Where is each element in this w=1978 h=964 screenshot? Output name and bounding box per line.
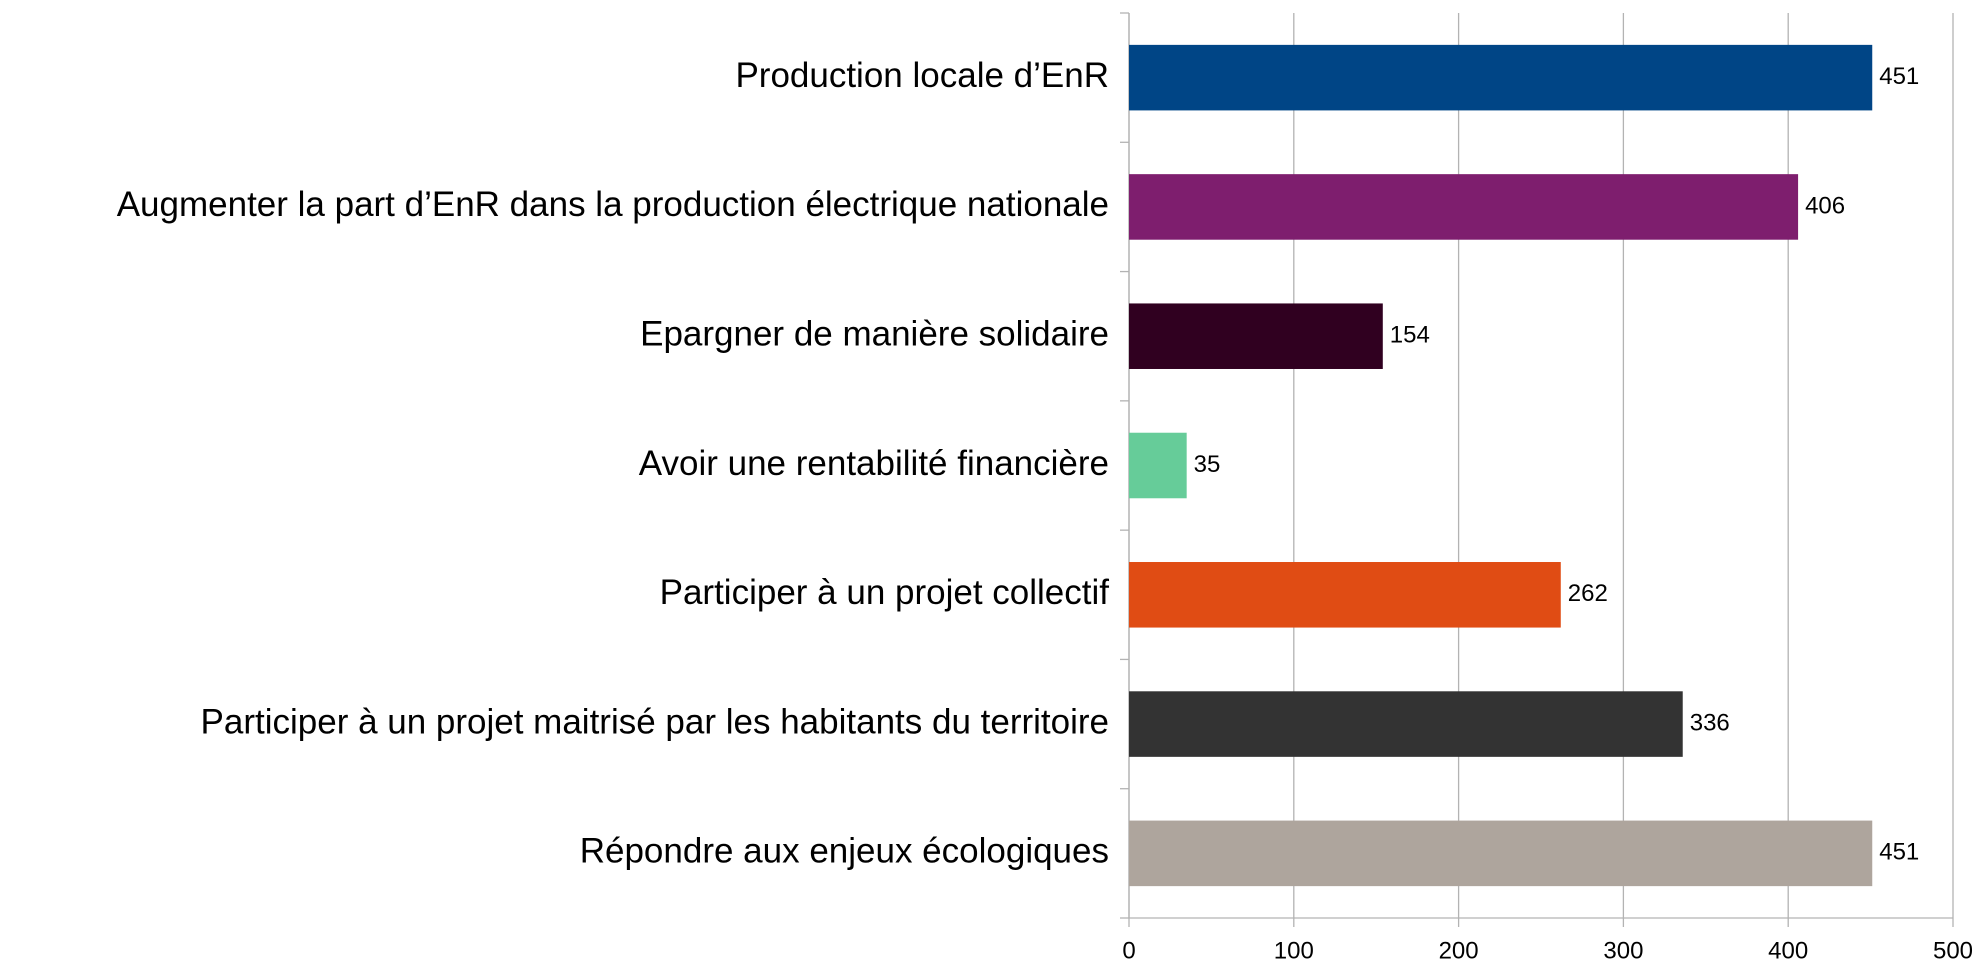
x-tick-label: 100 (1274, 937, 1314, 964)
category-label: Participer à un projet collectif (660, 573, 1110, 612)
value-label: 35 (1194, 451, 1221, 478)
category-label: Répondre aux enjeux écologiques (580, 832, 1109, 871)
value-label: 451 (1879, 839, 1919, 866)
value-label: 262 (1568, 580, 1608, 607)
value-label: 451 (1879, 63, 1919, 90)
bar (1129, 174, 1799, 240)
category-label: Epargner de manière solidaire (640, 314, 1109, 353)
bar (1129, 691, 1683, 757)
x-tick-label: 500 (1933, 937, 1973, 964)
bar (1129, 562, 1561, 628)
bar (1129, 303, 1383, 369)
bar (1129, 432, 1187, 499)
value-label: 154 (1390, 322, 1430, 349)
bar (1129, 44, 1873, 111)
category-label: Augmenter la part d’EnR dans la producti… (117, 185, 1109, 224)
category-label: Participer à un projet maitrisé par les … (201, 702, 1109, 741)
x-tick-label: 400 (1768, 937, 1808, 964)
bar (1129, 820, 1873, 887)
x-tick-label: 200 (1439, 937, 1479, 964)
category-label: Production locale d’EnR (735, 56, 1109, 95)
category-label: Avoir une rentabilité financière (639, 444, 1109, 483)
value-label: 336 (1690, 709, 1730, 736)
value-label: 406 (1805, 192, 1845, 219)
x-tick-label: 300 (1603, 937, 1643, 964)
x-tick-label: 0 (1122, 937, 1135, 964)
